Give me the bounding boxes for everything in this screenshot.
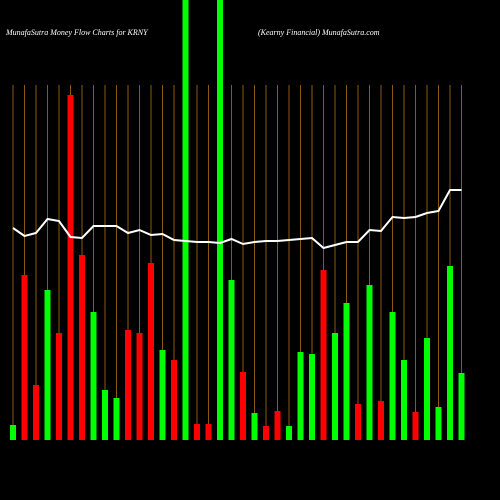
bar xyxy=(136,333,143,440)
bar xyxy=(182,0,189,440)
bar xyxy=(274,411,281,440)
bar xyxy=(297,352,304,440)
bar xyxy=(10,425,16,440)
bar xyxy=(79,255,85,440)
bar xyxy=(401,360,407,440)
bar xyxy=(90,312,97,440)
bar xyxy=(424,338,430,440)
bar xyxy=(102,390,108,440)
bar xyxy=(56,333,62,440)
bar xyxy=(412,412,419,440)
bar xyxy=(355,404,361,440)
bar xyxy=(228,280,235,440)
bar xyxy=(378,401,384,440)
bar xyxy=(217,0,223,440)
bar xyxy=(171,360,177,440)
bar xyxy=(447,266,453,440)
bar xyxy=(44,290,51,440)
bar xyxy=(366,285,373,440)
bar xyxy=(263,426,269,440)
bar xyxy=(320,270,327,440)
bar xyxy=(67,95,74,440)
bar xyxy=(148,263,154,440)
chart-title: MunafaSutra Money Flow Charts for KRNY xyxy=(5,28,149,37)
bar xyxy=(159,350,166,440)
bar xyxy=(309,354,315,440)
bar xyxy=(286,426,292,440)
bar xyxy=(113,398,120,440)
bar xyxy=(343,303,350,440)
bar xyxy=(205,424,212,440)
bar xyxy=(435,407,442,440)
bar xyxy=(251,413,258,440)
bar xyxy=(458,373,465,440)
chart-subtitle: (Kearny Financial) MunafaSutra.com xyxy=(258,28,380,37)
bar xyxy=(332,333,338,440)
bar xyxy=(389,312,396,440)
bar xyxy=(21,275,28,440)
bar xyxy=(125,330,131,440)
bar xyxy=(194,424,200,440)
bar xyxy=(240,372,246,440)
line xyxy=(12,189,462,250)
bar xyxy=(33,385,39,440)
